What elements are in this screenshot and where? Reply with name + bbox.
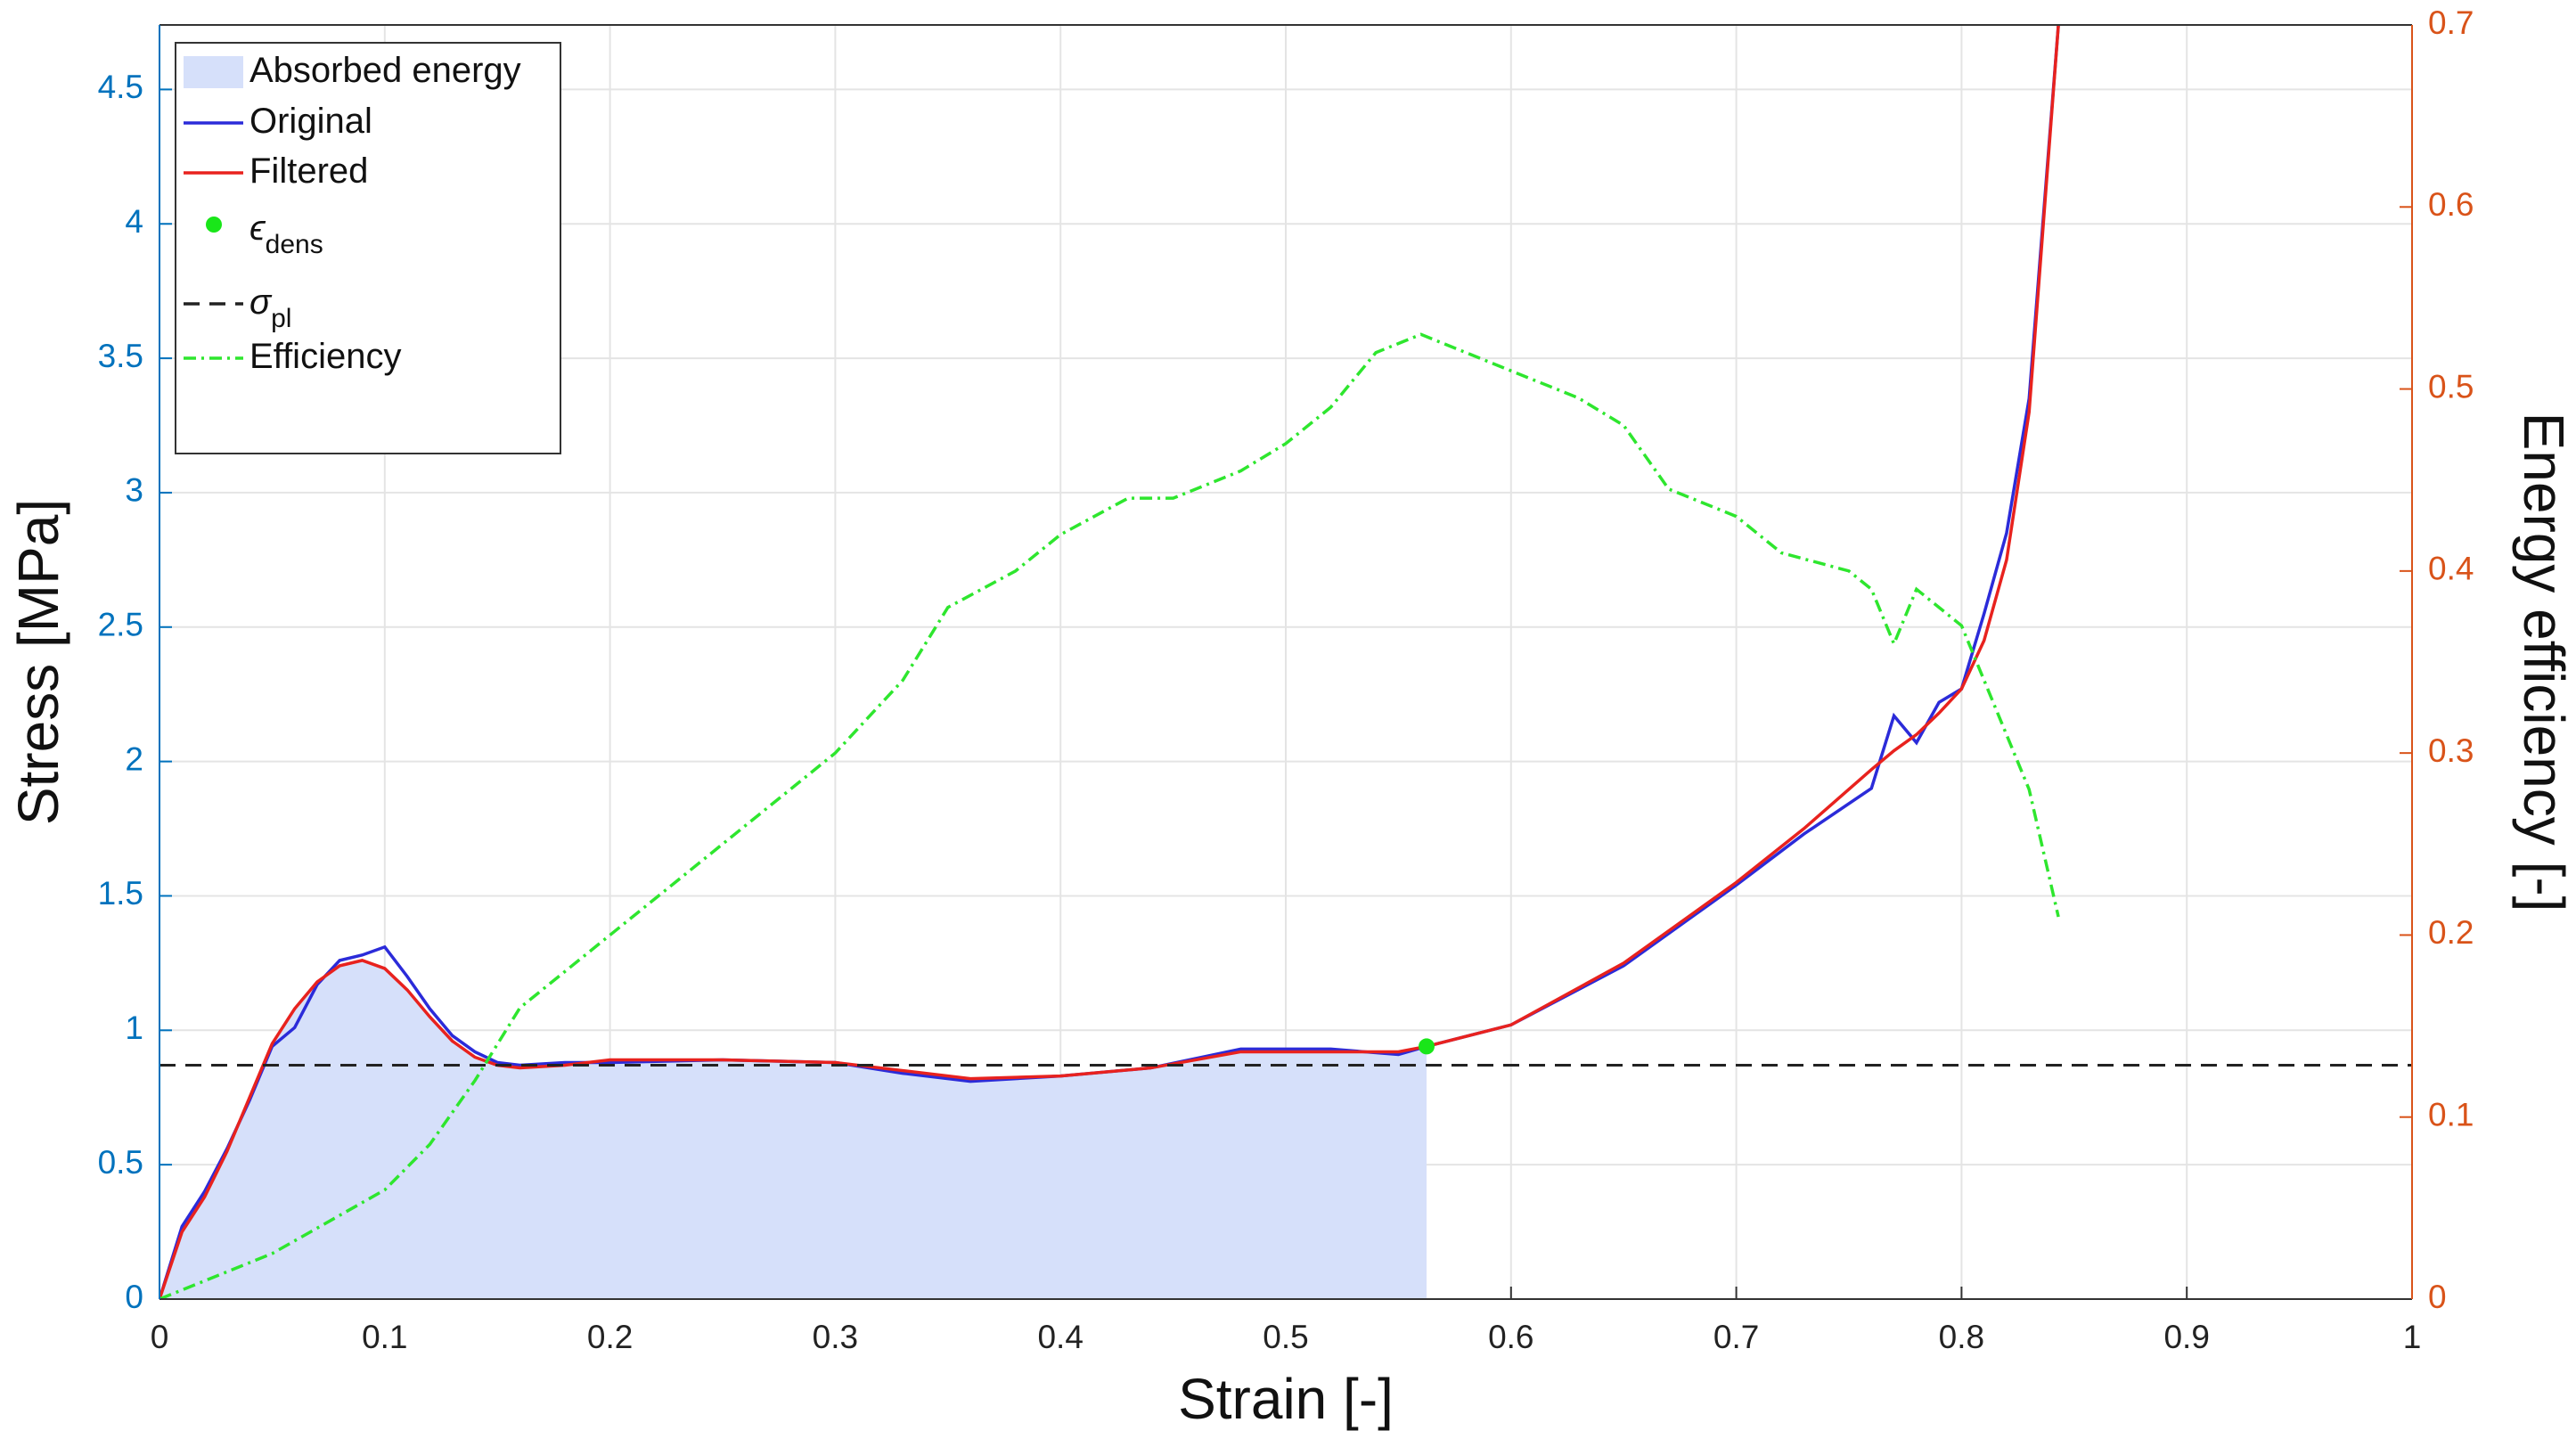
y-tick-label: 0.5 — [98, 1144, 143, 1181]
legend-subscript: pl — [271, 304, 291, 333]
legend-marker — [206, 217, 222, 233]
legend-subscript: dens — [266, 230, 323, 259]
legend-label: Original — [249, 102, 372, 141]
y-tick-label: 1 — [125, 1010, 143, 1046]
y2-tick-label: 0.5 — [2428, 368, 2474, 405]
x-tick-label: 0.9 — [2163, 1319, 2209, 1355]
y-tick-label: 4.5 — [98, 69, 143, 105]
legend-name: Original — [249, 102, 372, 141]
y-tick-label: 2.5 — [98, 607, 143, 643]
x-tick-label: 0.8 — [1939, 1319, 1984, 1355]
legend-name: ϵ — [249, 208, 266, 248]
y-tick-label: 3.5 — [98, 338, 143, 374]
x-tick-label: 1 — [2403, 1319, 2422, 1355]
point — [1419, 1038, 1435, 1055]
y-axis-label: Stress [MPa] — [6, 499, 70, 825]
legend-name: Filtered — [249, 151, 368, 191]
y-tick-label: 1.5 — [98, 875, 143, 912]
x-tick-label: 0.1 — [362, 1319, 407, 1355]
y2-tick-label: 0.2 — [2428, 914, 2474, 951]
x-tick-label: 0.7 — [1713, 1319, 1759, 1355]
x-tick-label: 0 — [151, 1319, 169, 1355]
y-tick-label: 2 — [125, 740, 143, 777]
y2-tick-label: 0.1 — [2428, 1096, 2474, 1132]
legend-label: ϵdens — [249, 208, 323, 259]
legend-label: Efficiency — [249, 337, 401, 376]
legend-name: σ — [249, 282, 273, 322]
x-tick-label: 0.3 — [813, 1319, 858, 1355]
x-tick-label: 0.5 — [1263, 1319, 1308, 1355]
legend-name: Efficiency — [249, 337, 401, 376]
y-tick-label: 4 — [125, 203, 143, 240]
y2-tick-label: 0.6 — [2428, 186, 2474, 223]
x-axis-label: Strain [-] — [1178, 1367, 1394, 1431]
legend-swatch — [184, 56, 243, 88]
legend-label: Absorbed energy — [249, 51, 521, 90]
line — [159, 25, 2060, 1299]
legend-label: σpl — [249, 282, 291, 333]
legend-box — [175, 42, 561, 454]
y2-tick-label: 0 — [2428, 1279, 2447, 1315]
legend-label: Filtered — [249, 151, 368, 191]
y2-tick-label: 0.3 — [2428, 732, 2474, 769]
x-tick-label: 0.6 — [1488, 1319, 1533, 1355]
line — [159, 332, 2060, 1299]
y-tick-label: 0 — [125, 1279, 143, 1315]
y-tick-label: 3 — [125, 472, 143, 509]
y2-tick-label: 0.7 — [2428, 4, 2474, 41]
legend-name: Absorbed energy — [249, 51, 521, 90]
area — [159, 960, 1427, 1299]
x-tick-label: 0.4 — [1037, 1319, 1083, 1355]
x-tick-label: 0.2 — [587, 1319, 633, 1355]
y2-tick-label: 0.4 — [2428, 551, 2474, 587]
y2-axis-label: Energy efficiency [-] — [2512, 413, 2576, 912]
